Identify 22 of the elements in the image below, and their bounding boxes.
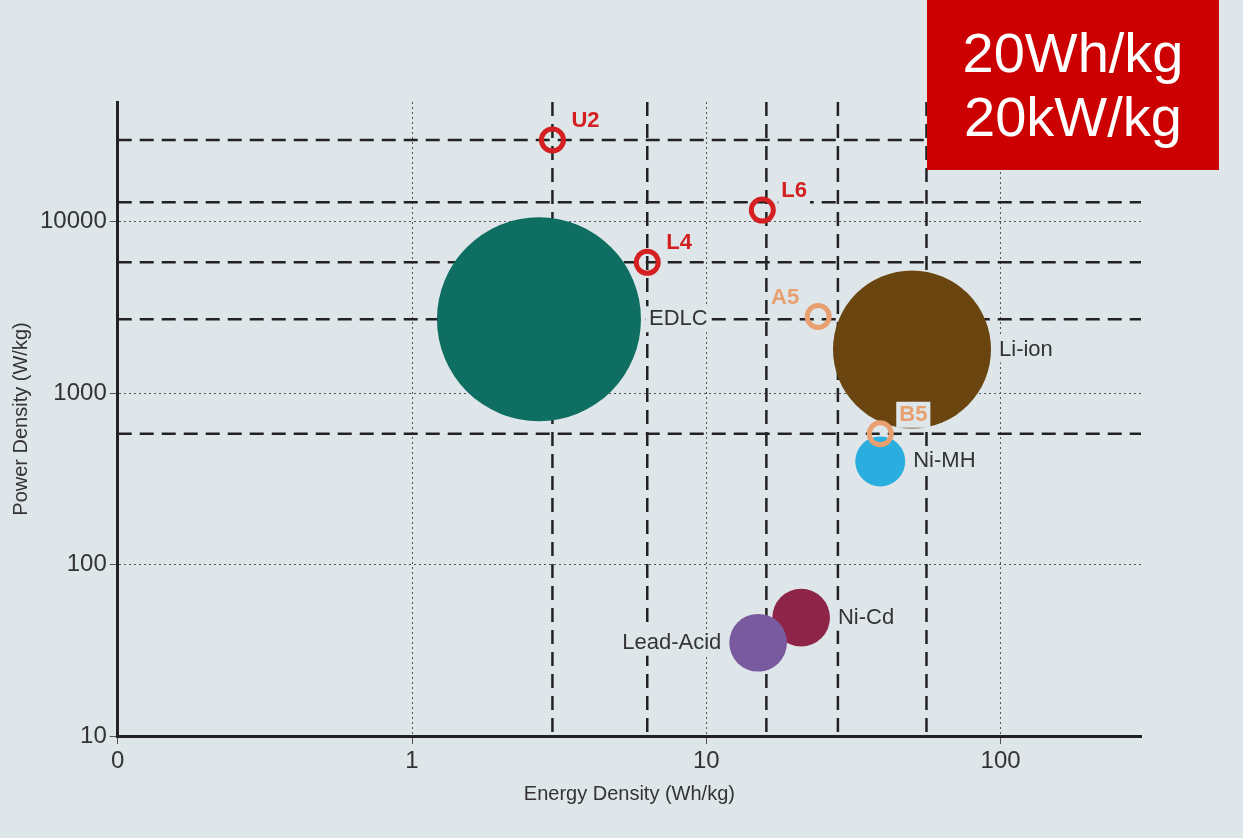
series-label: EDLC [648,305,708,331]
y-tick-label: 10000 [39,206,107,234]
text: 20Wh/kg [962,20,1184,85]
series-label: L6 [781,177,808,203]
y-tick-label: 100 [66,549,107,577]
series-label: L4 [666,229,693,255]
x-tick-label: 1 [405,746,419,774]
x-tick-label: 10 [692,746,720,774]
series-label: Ni-Cd [837,603,895,629]
series-label: Ni-MH [913,447,976,473]
annotation: 20kW/kg [964,85,1182,150]
y-tick-label: 1000 [53,377,107,405]
x-tick-label: 100 [980,746,1021,774]
series-label: U2 [571,107,600,133]
y-tick-label: 10 [80,720,107,748]
series-label: A5 [771,283,800,309]
x-tick-label: 0 [111,746,125,774]
x-axis-title: Energy Density (Wh/kg) [523,782,735,805]
y-axis-title: Power Density (W/kg) [8,322,31,516]
series-label: B5 [899,400,928,426]
series-label: Lead-Acid [622,628,722,654]
series-label: Li-ion [999,335,1053,361]
